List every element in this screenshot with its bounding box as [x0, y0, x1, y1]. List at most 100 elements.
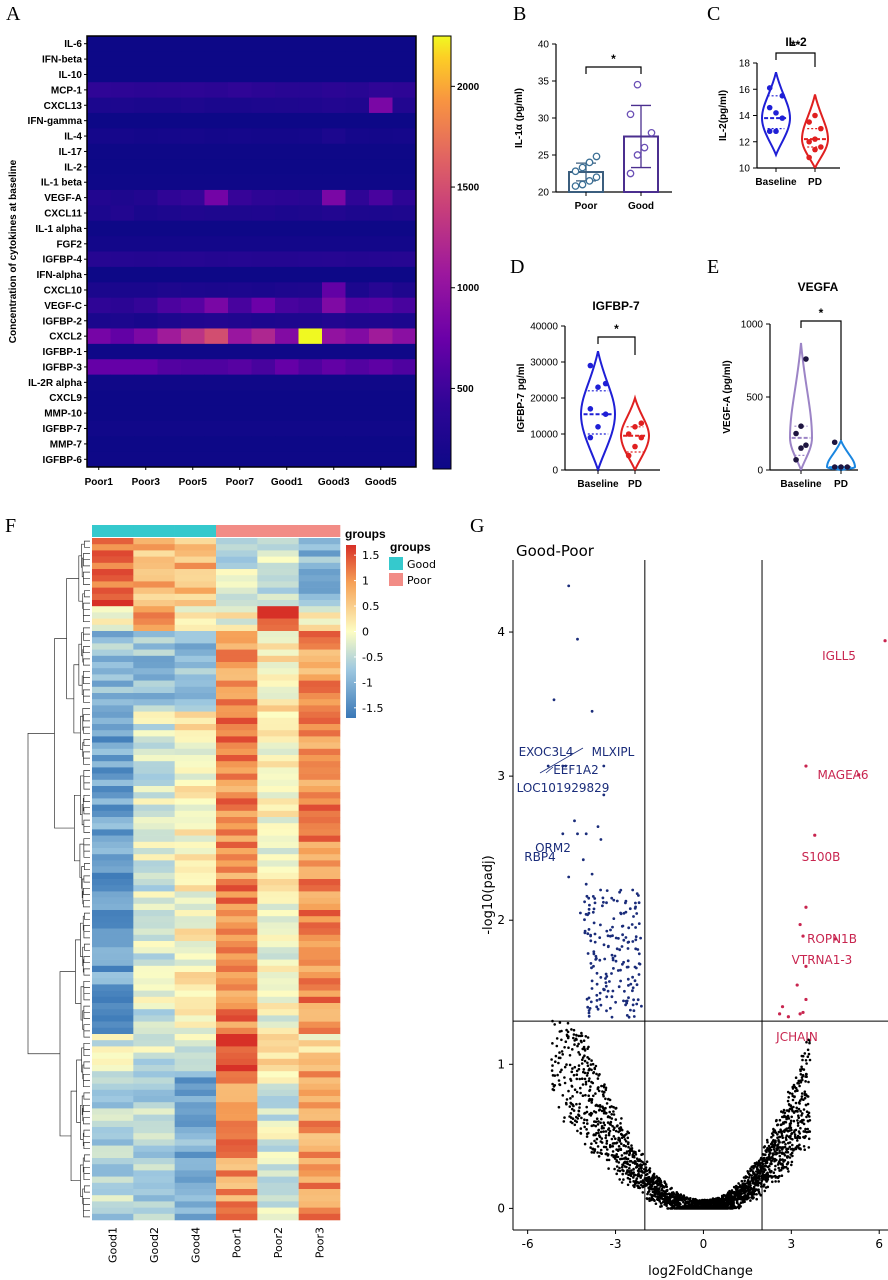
heatmap-cell	[216, 903, 258, 911]
heatmap-cell	[92, 1158, 134, 1165]
heatmap-cell	[216, 680, 258, 688]
heatmap-cell	[133, 965, 175, 973]
heatmap-cell	[92, 860, 134, 867]
heatmap-cell	[322, 343, 346, 360]
heatmap-cell	[251, 420, 276, 437]
heatmap-cell	[87, 51, 111, 68]
heatmap-cell	[174, 693, 217, 700]
heatmap-cell	[133, 1182, 175, 1190]
heatmap-cell	[298, 872, 341, 880]
heatmap-cell	[216, 810, 258, 818]
row-label: CXCL9	[49, 393, 82, 404]
heatmap-cell	[133, 1176, 175, 1184]
heatmap-cell	[157, 297, 182, 314]
heatmap-cell	[133, 1027, 175, 1035]
heatmap-cell	[257, 1176, 299, 1184]
heatmap-cell	[257, 612, 299, 619]
heatmap-cell	[392, 128, 417, 145]
heatmap-cell	[298, 1034, 341, 1041]
heatmap-cell	[174, 538, 217, 545]
heatmap-cell	[174, 996, 217, 1004]
data-point	[831, 439, 838, 446]
heatmap-cell	[322, 128, 346, 145]
heatmap-cell	[133, 804, 175, 812]
heatmap-cell	[174, 1077, 217, 1084]
heatmap-cell	[257, 1034, 299, 1041]
heatmap-cell	[257, 730, 299, 737]
heatmap-cell	[216, 953, 258, 960]
heatmap-cell	[298, 866, 341, 874]
heatmap-cell	[204, 436, 229, 452]
x-tick-label: PD	[834, 479, 848, 490]
heatmap-cell	[216, 767, 258, 774]
heatmap-cell	[275, 359, 299, 376]
heatmap-cell	[251, 159, 276, 175]
data-point	[595, 384, 601, 391]
heatmap-cell	[298, 550, 341, 557]
heatmap-cell	[322, 112, 346, 129]
heatmap-cell	[257, 736, 299, 743]
heatmap-cell	[133, 1015, 175, 1022]
heatmap-cell	[392, 313, 417, 329]
heatmap-cell	[298, 792, 341, 799]
heatmap-cell	[275, 282, 299, 299]
heatmap-cell	[257, 1065, 299, 1072]
heatmap-cell	[92, 1176, 134, 1184]
heatmap-cell	[216, 699, 258, 706]
gene-label: RBP4	[524, 850, 555, 864]
heatmap-cell	[181, 82, 205, 98]
significance-bracket	[800, 320, 842, 440]
heatmap-cell	[157, 205, 182, 222]
heatmap-cell	[298, 941, 341, 948]
heatmap-cell	[298, 668, 341, 675]
heatmap-cell	[181, 251, 205, 268]
heatmap-cell	[257, 984, 299, 991]
up-point	[786, 1015, 790, 1019]
heatmap-cell	[133, 1102, 175, 1109]
heatmap-cell	[133, 841, 175, 849]
heatmap-cell	[228, 189, 252, 206]
heatmap-cell	[216, 1065, 258, 1072]
heatmap-cell	[92, 1052, 134, 1060]
heatmap-cell	[133, 1034, 175, 1041]
heatmap-cell	[134, 251, 158, 268]
heatmap-cell	[174, 978, 217, 985]
heatmap-cell	[322, 143, 346, 160]
heatmap-cell	[216, 804, 258, 812]
heatmap-cell	[392, 36, 417, 52]
heatmap-cell	[298, 405, 323, 422]
x-tick-label: 6	[875, 1237, 883, 1251]
heatmap-cell	[157, 451, 182, 468]
heatmap-cell	[174, 872, 217, 880]
heatmap-cell	[322, 405, 346, 422]
heatmap-cell	[157, 159, 182, 175]
heatmap-cell	[174, 705, 217, 712]
heatmap-cell	[133, 934, 175, 942]
heatmap-cell	[216, 1096, 258, 1103]
heatmap-cell	[216, 581, 258, 588]
x-tick-label: Baseline	[755, 177, 797, 188]
heatmap-cell	[181, 220, 205, 237]
heatmap-cell	[110, 374, 135, 391]
heatmap-cell	[298, 343, 323, 360]
heatmap-cell	[133, 755, 175, 762]
heatmap-cell	[174, 1089, 217, 1097]
colorbar-tick-label: 0.5	[362, 600, 380, 613]
heatmap-cell	[298, 996, 341, 1004]
up-point	[883, 639, 887, 643]
heatmap-cell	[216, 575, 258, 582]
heatmap-cell	[133, 823, 175, 830]
heatmap-cell	[92, 941, 134, 948]
heatmap-cell	[298, 420, 323, 437]
heatmap-cell	[345, 97, 370, 114]
heatmap-cell	[345, 159, 370, 175]
heatmap-cell	[204, 236, 229, 252]
heatmap-cell	[228, 266, 252, 283]
heatmap-cell	[257, 953, 299, 960]
heatmap-cell	[345, 189, 370, 206]
heatmap-cell	[228, 390, 252, 406]
heatmap-cell	[298, 1077, 341, 1084]
up-point	[804, 997, 808, 1002]
heatmap-cell	[92, 1145, 134, 1153]
heatmap-cell	[87, 97, 111, 114]
